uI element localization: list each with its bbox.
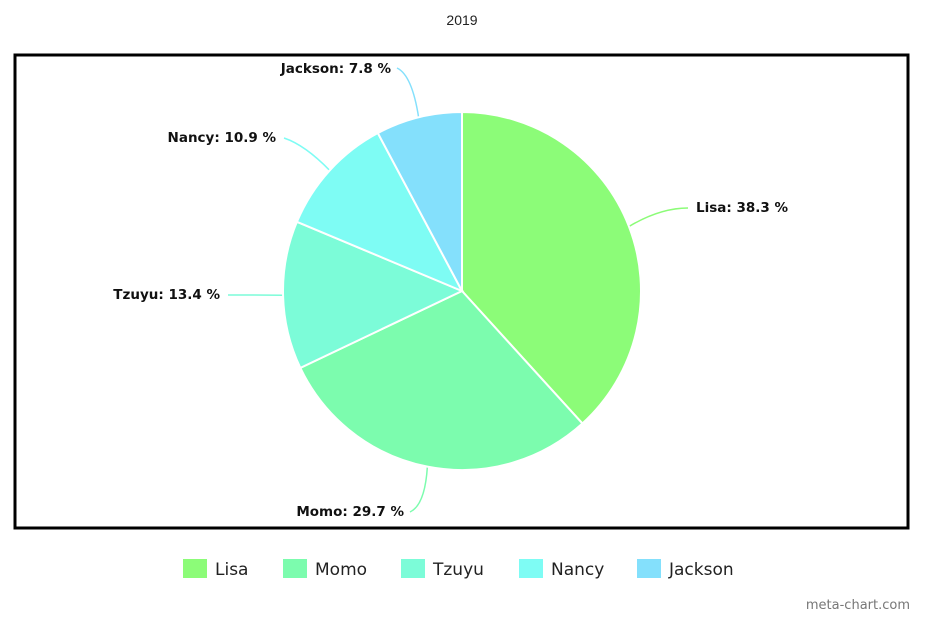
chart-title: 2019 [446,12,477,28]
legend-swatch-momo [283,559,307,578]
connector-lisa [628,207,689,228]
connector-jackson [396,67,420,118]
slice-label-tzuyu: Tzuyu: 13.4 % [113,287,220,303]
slice-label-jackson: Jackson: 7.8 % [280,61,392,77]
legend-item-tzuyu[interactable]: Tzuyu [401,559,484,580]
legend-label-momo: Momo [315,560,367,580]
pie-slice-momo [299,289,584,471]
slice-label-nancy: Nancy: 10.9 % [168,130,277,146]
legend-swatch-jackson [637,559,661,578]
slice-labels: Lisa: 38.3 % Momo: 29.7 % Tzuyu: 13.4 % Nan… [113,61,788,520]
legend-item-momo[interactable]: Momo [283,559,367,580]
pie-slice-tzuyu [282,220,465,370]
slice-label-lisa: Lisa: 38.3 % [696,200,788,216]
legend-label-jackson: Jackson [668,560,734,580]
connector-nancy [283,137,331,171]
label-connectors [227,67,689,513]
legend-swatch-nancy [519,559,543,578]
pie-slice-jackson [376,110,463,292]
legend-label-nancy: Nancy [551,560,604,580]
legend-label-lisa: Lisa [215,560,248,580]
credit-text: meta-chart.com [806,598,910,613]
legend-item-jackson[interactable]: Jackson [637,559,734,580]
legend: Lisa Momo Tzuyu Nancy Jackson [183,559,734,580]
legend-swatch-tzuyu [401,559,425,578]
connector-momo [409,466,429,513]
legend-item-lisa[interactable]: Lisa [183,559,248,580]
legend-item-nancy[interactable]: Nancy [519,559,604,580]
pie-slice-lisa [461,110,642,425]
slice-label-momo: Momo: 29.7 % [296,504,404,520]
legend-swatch-lisa [183,559,207,578]
pie-slice-nancy [295,131,465,294]
pie-slices [282,110,642,471]
legend-label-tzuyu: Tzuyu [432,560,484,580]
